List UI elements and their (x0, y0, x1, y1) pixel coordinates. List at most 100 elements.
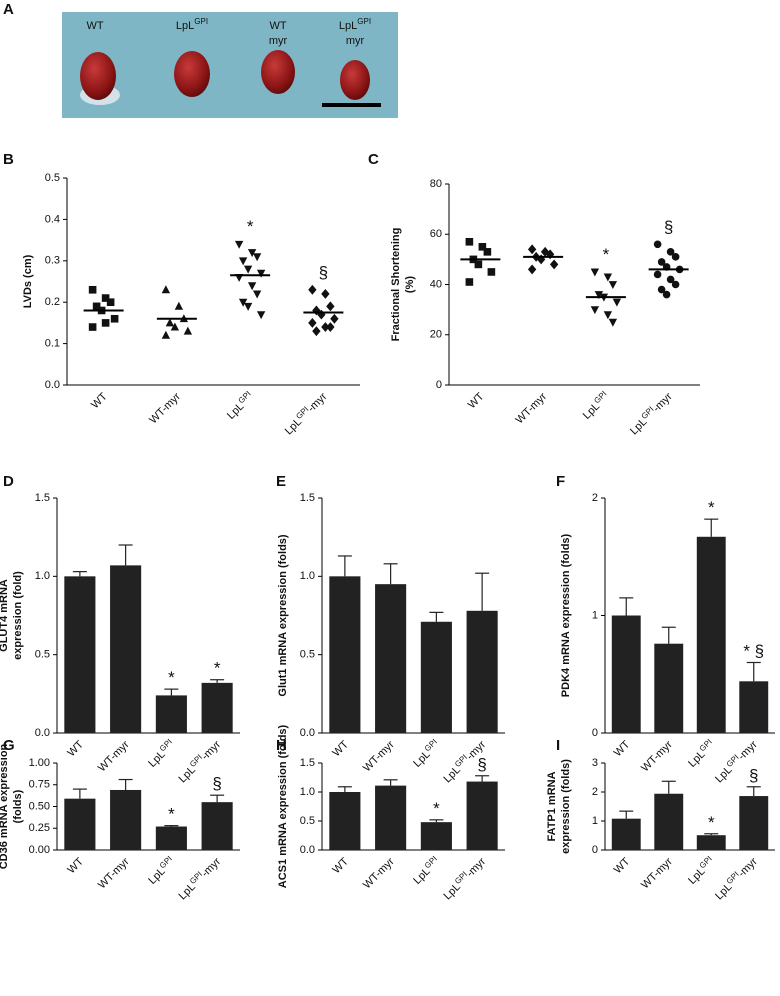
text-part: WT-myr (96, 855, 132, 891)
y-axis-label: PDK4 mRNA expression (folds) (560, 533, 572, 697)
bar (466, 610, 498, 733)
point (256, 311, 266, 320)
text-part: WT (86, 20, 103, 32)
point (653, 240, 662, 249)
y-tick-label: 1 (592, 609, 598, 621)
photo (62, 12, 398, 118)
bar (611, 818, 641, 850)
x-tick-label: WT-myr (96, 855, 132, 891)
point (170, 322, 180, 331)
y-tick-label: 0 (592, 727, 598, 739)
annotation: * (168, 668, 175, 687)
point (101, 319, 110, 327)
point (252, 253, 262, 262)
x-tick-label: LpLGPI (145, 737, 178, 770)
y-tick-label: 0.75 (29, 779, 50, 791)
chart: D 0.0 0.5 1.0 1.5 GLUT4 mRNA expression (fold)… (0, 473, 240, 785)
point (88, 323, 97, 331)
y-axis-label: Fractional Shortening (390, 228, 402, 342)
y-tick-label: 1.5 (300, 492, 315, 504)
text-part: GPI (357, 17, 371, 26)
point (321, 288, 330, 299)
bar (201, 682, 233, 733)
y-tick-label: 2 (592, 492, 598, 504)
y-tick-label: 80 (430, 178, 442, 190)
photo-label: LpLGPI (176, 17, 208, 32)
text-part: WT (65, 738, 86, 759)
bar (696, 536, 726, 733)
panel-letter: E (276, 473, 286, 490)
point (671, 280, 680, 289)
point (594, 291, 604, 300)
photo-label: myr (346, 35, 365, 47)
chart: E 0.0 0.5 1.0 1.5 Glut1 mRNA expression (fold… (276, 473, 505, 785)
y-tick-label: 0.0 (300, 727, 315, 739)
bar (611, 615, 641, 733)
point (549, 259, 559, 270)
x-tick-label: LpLGPI (410, 854, 443, 887)
y-tick-label: 0.4 (45, 213, 60, 225)
y-tick-label: 1 (592, 815, 598, 827)
annotation: * (603, 245, 610, 264)
bar (64, 576, 96, 733)
bar (654, 793, 684, 850)
point (308, 284, 317, 295)
text-part: WT-myr (96, 738, 132, 774)
chart: B 0.0 0.1 0.2 0.3 0.4 0.5 LVDs (cm) WT WT-myr LpLG… (3, 151, 360, 437)
y-tick-label: 0 (592, 844, 598, 856)
point (247, 249, 257, 258)
y-tick-label: 0.5 (45, 172, 60, 184)
annotation: § (212, 774, 221, 793)
x-tick-label: LpLGPI (684, 854, 717, 887)
point (238, 298, 248, 307)
point (590, 306, 600, 315)
point (653, 270, 662, 279)
point (671, 253, 680, 261)
chart: F 0 1 2 PDK4 mRNA expression (folds) WT WT-myr… (556, 473, 775, 785)
text-part: -myr (651, 390, 675, 414)
text-part: WT (612, 738, 633, 759)
text-part: WT (89, 390, 110, 411)
y-axis-label: LVDs (cm) (22, 254, 34, 308)
annotation: § (319, 263, 328, 282)
chart: H 0.0 0.5 1.0 1.5 ACS1 mRNA expression (folds… (276, 724, 505, 902)
annotation: * (168, 805, 175, 824)
y-tick-label: 0.5 (35, 649, 50, 661)
bar (375, 584, 407, 733)
point (483, 248, 492, 256)
x-tick-label: LpLGPI-myr (440, 854, 489, 903)
x-tick-label: WT-myr (639, 855, 675, 891)
point (478, 243, 487, 251)
y-tick-label: 0.50 (29, 800, 50, 812)
point (603, 273, 613, 282)
y-axis-label: (folds) (12, 789, 24, 823)
photo-label: myr (269, 35, 288, 47)
point (161, 285, 171, 294)
point (101, 294, 110, 302)
point (238, 257, 248, 266)
point (252, 290, 262, 299)
annotation: * § (743, 642, 764, 661)
y-tick-label: 0.00 (29, 844, 50, 856)
panel-letter: F (556, 473, 565, 490)
point (174, 301, 184, 310)
point (321, 322, 330, 332)
point (326, 301, 335, 312)
y-tick-label: 1.0 (300, 570, 315, 582)
y-tick-label: 2 (592, 786, 598, 798)
y-axis-label: CD36 mRNA expression (0, 743, 10, 869)
x-tick-label: WT (65, 855, 86, 876)
y-axis-label: ACS1 mRNA expression (folds) (277, 724, 289, 888)
point (465, 278, 474, 286)
x-tick-label: LpLGPI-myr (711, 854, 760, 903)
x-tick-label: WT (612, 855, 633, 876)
x-tick-label: WT (330, 855, 351, 876)
bar (110, 565, 142, 733)
point (657, 258, 666, 266)
y-axis-label: Glut1 mRNA expression (folds) (277, 534, 289, 697)
point (165, 318, 175, 327)
x-tick-label: WT (65, 738, 86, 759)
x-tick-label: LpLGPI (684, 737, 717, 770)
